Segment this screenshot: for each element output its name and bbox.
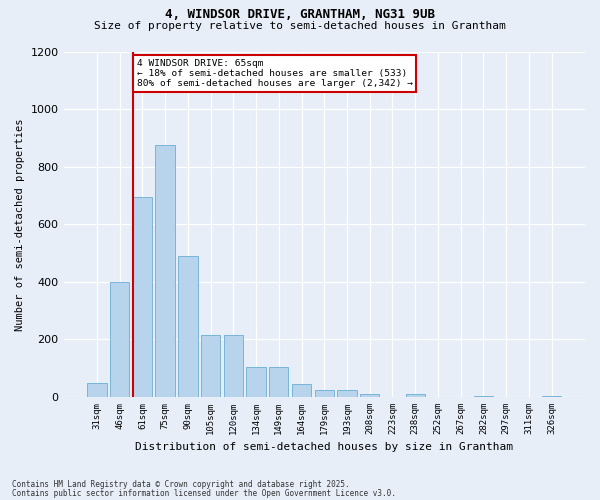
Bar bbox=[292, 384, 311, 397]
Bar bbox=[337, 390, 356, 397]
Bar bbox=[314, 390, 334, 397]
Bar bbox=[269, 367, 289, 397]
Bar bbox=[133, 197, 152, 397]
Bar bbox=[87, 382, 107, 397]
Bar bbox=[178, 256, 197, 397]
X-axis label: Distribution of semi-detached houses by size in Grantham: Distribution of semi-detached houses by … bbox=[135, 442, 513, 452]
Bar bbox=[474, 396, 493, 397]
Bar bbox=[201, 335, 220, 397]
Text: Contains public sector information licensed under the Open Government Licence v3: Contains public sector information licen… bbox=[12, 488, 396, 498]
Bar bbox=[110, 282, 130, 397]
Text: 4, WINDSOR DRIVE, GRANTHAM, NG31 9UB: 4, WINDSOR DRIVE, GRANTHAM, NG31 9UB bbox=[165, 8, 435, 20]
Bar bbox=[542, 396, 561, 397]
Bar bbox=[224, 335, 243, 397]
Bar bbox=[155, 145, 175, 397]
Text: 4 WINDSOR DRIVE: 65sqm
← 18% of semi-detached houses are smaller (533)
80% of se: 4 WINDSOR DRIVE: 65sqm ← 18% of semi-det… bbox=[137, 58, 413, 88]
Text: Contains HM Land Registry data © Crown copyright and database right 2025.: Contains HM Land Registry data © Crown c… bbox=[12, 480, 350, 489]
Bar bbox=[360, 394, 379, 397]
Bar bbox=[406, 394, 425, 397]
Y-axis label: Number of semi-detached properties: Number of semi-detached properties bbox=[15, 118, 25, 330]
Text: Size of property relative to semi-detached houses in Grantham: Size of property relative to semi-detach… bbox=[94, 21, 506, 31]
Bar bbox=[247, 367, 266, 397]
